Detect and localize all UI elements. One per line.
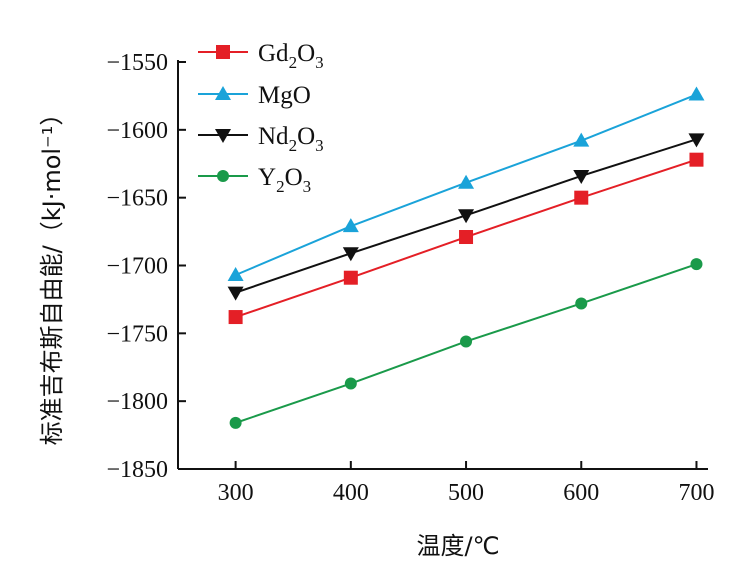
legend-marker	[215, 86, 231, 100]
series-mgo	[227, 86, 705, 281]
legend-label: Y2O3	[258, 164, 311, 196]
y-tick-label: −1550	[106, 50, 168, 76]
x-tick-label: 300	[218, 480, 254, 506]
data-point	[690, 258, 703, 271]
y-tick-label: −1650	[106, 186, 168, 212]
data-point	[459, 230, 474, 245]
legend-label: Gd2O3	[258, 40, 324, 72]
x-tick-label: 600	[563, 480, 599, 506]
legend-marker	[215, 129, 231, 143]
data-point	[228, 310, 243, 325]
data-point	[458, 209, 475, 224]
x-axis-title: 温度/℃	[416, 532, 499, 560]
x-tick-label: 400	[333, 480, 369, 506]
y-tick-label: −1850	[106, 457, 168, 483]
legend-entry: MgO	[198, 82, 311, 109]
legend-entry: Y2O3	[198, 164, 311, 196]
legend: Gd2O3 MgO Nd2O3 Y2O3	[198, 40, 324, 196]
y-tick-label: −1750	[106, 321, 168, 347]
x-tick-label: 700	[678, 480, 714, 506]
y-tick-label: −1600	[106, 118, 168, 144]
legend-label: Nd2O3	[258, 123, 324, 155]
data-point	[573, 169, 590, 184]
data-point	[344, 377, 357, 390]
data-point	[458, 174, 475, 189]
data-point	[460, 335, 473, 348]
data-point	[688, 86, 705, 101]
series-nd2o3	[227, 133, 705, 301]
data-point	[689, 152, 704, 167]
legend-marker	[216, 45, 230, 59]
legend-label: MgO	[258, 82, 311, 109]
data-point	[574, 190, 589, 205]
legend-entry: Gd2O3	[198, 40, 324, 72]
y-axis-title: 标准吉布斯自由能/（kJ·mol⁻¹）	[38, 102, 66, 446]
y-tick-label: −1800	[106, 389, 168, 415]
x-tick-label: 500	[448, 480, 484, 506]
data-point	[229, 416, 242, 429]
data-point	[573, 132, 590, 147]
data-point	[343, 270, 358, 285]
data-point	[227, 266, 244, 281]
series-layer	[227, 86, 705, 429]
ticks: −1550 −1600 −1650 −1700 −1750 −1800 −1850 300 40…	[106, 50, 714, 506]
series-y2o3	[229, 258, 703, 429]
legend-entry: Nd2O3	[198, 123, 324, 155]
legend-marker	[217, 170, 229, 182]
data-point	[342, 247, 359, 262]
data-point	[342, 218, 359, 233]
data-point	[575, 297, 588, 310]
series-gd2o3	[228, 152, 704, 325]
data-point	[227, 286, 244, 301]
data-point	[688, 133, 705, 148]
y-tick-label: −1700	[106, 254, 168, 280]
